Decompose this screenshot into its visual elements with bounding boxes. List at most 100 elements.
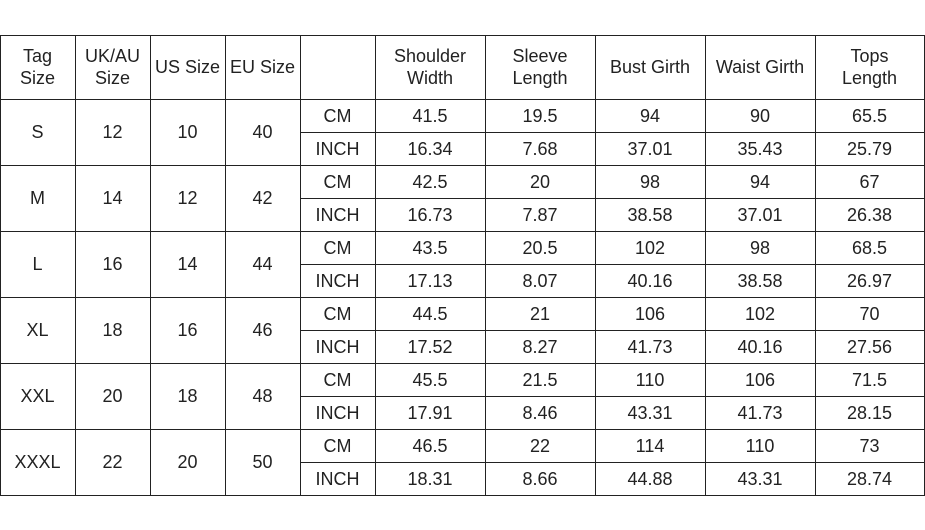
- unit-cell-text: INCH: [315, 204, 360, 225]
- measure-cell-text: 22: [529, 435, 551, 456]
- measure-cell: 46.5: [375, 429, 486, 463]
- measure-cell-text: 41.73: [627, 336, 673, 357]
- eu-cell: 50: [225, 429, 301, 496]
- unit-cell-text: CM: [323, 369, 352, 390]
- measure-cell: 21.5: [485, 363, 596, 397]
- tag-cell: XXXL: [0, 429, 76, 496]
- measure-cell-text: 37.01: [627, 138, 673, 159]
- measure-cell: 20: [485, 165, 596, 199]
- measure-cell: 42.5: [375, 165, 486, 199]
- measure-cell: 110: [595, 363, 706, 397]
- measure-cell: 44.5: [375, 297, 486, 331]
- measure-cell: 18.31: [375, 462, 486, 496]
- measure-cell-text: 68.5: [851, 237, 888, 258]
- measure-cell-text: 40.16: [737, 336, 783, 357]
- measure-cell: 35.43: [705, 132, 816, 166]
- measure-cell: 98: [705, 231, 816, 265]
- header-cell: Shoulder Width: [375, 35, 486, 100]
- measure-cell-text: 46.5: [412, 435, 448, 456]
- us-cell-text: 20: [177, 452, 198, 472]
- measure-cell: 90: [705, 99, 816, 133]
- measure-cell: 43.5: [375, 231, 486, 265]
- uk_au-cell: 20: [75, 363, 151, 430]
- unit-cell: CM: [300, 429, 376, 463]
- measure-cell-text: 102: [744, 303, 776, 324]
- measure-cell-text: 110: [745, 435, 775, 456]
- tag-cell: S: [0, 99, 76, 166]
- measure-cell: 102: [595, 231, 706, 265]
- header-cell-text: UK/AU Size: [84, 46, 140, 88]
- measure-cell-text: 94: [749, 171, 771, 192]
- measure-cell: 17.52: [375, 330, 486, 364]
- measure-cell-text: 7.87: [522, 204, 558, 225]
- measure-cell-text: 45.5: [412, 369, 448, 390]
- measure-cell-text: 43.31: [737, 468, 783, 489]
- measure-cell: 7.68: [485, 132, 596, 166]
- unit-cell-text: INCH: [315, 138, 360, 159]
- measure-cell: 26.38: [815, 198, 925, 232]
- unit-cell: INCH: [300, 330, 376, 364]
- measure-cell-text: 106: [744, 369, 776, 390]
- measure-cell-text: 42.5: [412, 171, 448, 192]
- measure-cell-text: 8.27: [522, 336, 558, 357]
- measure-cell-text: 67: [859, 171, 880, 192]
- eu-cell-text: 44: [252, 254, 273, 274]
- unit-cell: CM: [300, 231, 376, 265]
- measure-cell: 41.73: [595, 330, 706, 364]
- tag-cell-text: L: [32, 254, 43, 274]
- tag-cell: M: [0, 165, 76, 232]
- measure-cell: 98: [595, 165, 706, 199]
- uk_au-cell: 14: [75, 165, 151, 232]
- measure-cell: 16.73: [375, 198, 486, 232]
- measure-cell-text: 7.68: [522, 138, 558, 159]
- size-table: Tag Size UK/AU Size US Size EU Size Shoulder…: [0, 35, 925, 496]
- measure-cell: 110: [705, 429, 816, 463]
- measure-cell-text: 73: [859, 435, 880, 456]
- measure-cell-text: 17.52: [407, 336, 453, 357]
- unit-cell-text: CM: [323, 171, 352, 192]
- measure-cell: 102: [705, 297, 816, 331]
- unit-cell-text: CM: [323, 105, 352, 126]
- eu-cell: 40: [225, 99, 301, 166]
- measure-cell-text: 35.43: [737, 138, 783, 159]
- us-cell-text: 14: [177, 254, 198, 274]
- header-cell-text: EU Size: [229, 57, 296, 77]
- tag-cell-text: XXXL: [14, 452, 61, 472]
- header-cell: [300, 35, 376, 100]
- measure-cell-text: 43.31: [627, 402, 673, 423]
- measure-cell-text: 98: [639, 171, 661, 192]
- uk_au-cell-text: 16: [102, 254, 123, 274]
- measure-cell: 94: [595, 99, 706, 133]
- measure-cell: 17.13: [375, 264, 486, 298]
- measure-cell-text: 38.58: [737, 270, 783, 291]
- measure-cell: 8.46: [485, 396, 596, 430]
- measure-cell-text: 16.73: [407, 204, 453, 225]
- measure-cell: 67: [815, 165, 925, 199]
- unit-cell-text: CM: [323, 237, 352, 258]
- measure-cell: 19.5: [485, 99, 596, 133]
- unit-cell-text: CM: [323, 303, 352, 324]
- measure-cell-text: 27.56: [846, 336, 893, 357]
- uk_au-cell-text: 12: [102, 122, 123, 142]
- measure-cell: 44.88: [595, 462, 706, 496]
- measure-cell: 26.97: [815, 264, 925, 298]
- measure-cell: 65.5: [815, 99, 925, 133]
- header-cell: Tops Length: [815, 35, 925, 100]
- measure-cell: 114: [595, 429, 706, 463]
- measure-cell-text: 37.01: [737, 204, 783, 225]
- measure-cell-text: 38.58: [627, 204, 673, 225]
- measure-cell: 41.73: [705, 396, 816, 430]
- measure-cell-text: 26.38: [846, 204, 893, 225]
- tag-cell-text: XL: [26, 320, 49, 340]
- measure-cell: 38.58: [705, 264, 816, 298]
- header-cell: Waist Girth: [705, 35, 816, 100]
- measure-cell-text: 26.97: [846, 270, 893, 291]
- header-cell-text: Sleeve Length: [512, 46, 568, 88]
- measure-cell-text: 71.5: [851, 369, 888, 390]
- measure-cell: 8.07: [485, 264, 596, 298]
- header-cell: Sleeve Length: [485, 35, 596, 100]
- measure-cell-text: 114: [635, 435, 665, 456]
- measure-cell-text: 102: [634, 237, 666, 258]
- measure-cell-text: 8.07: [522, 270, 558, 291]
- measure-cell-text: 106: [634, 303, 666, 324]
